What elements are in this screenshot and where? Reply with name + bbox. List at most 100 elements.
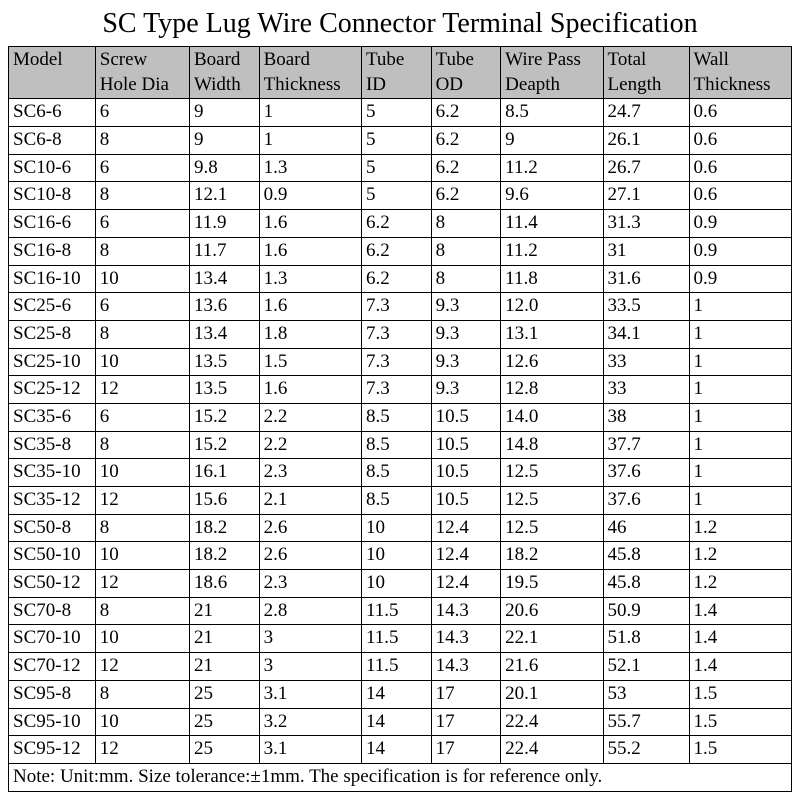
cell: 5 bbox=[361, 99, 431, 127]
cell: 33 bbox=[603, 376, 689, 404]
cell: 20.1 bbox=[501, 680, 603, 708]
col-wire-pass-depth: Wire Pass Deapth bbox=[501, 47, 603, 99]
cell: 9 bbox=[501, 127, 603, 155]
cell: 14.3 bbox=[431, 653, 501, 681]
cell: 6.2 bbox=[361, 237, 431, 265]
table-row: SC35-121215.62.18.510.512.537.61 bbox=[9, 487, 792, 515]
cell: 0.9 bbox=[259, 182, 361, 210]
cell: 10.5 bbox=[431, 459, 501, 487]
col-wall-thickness: Wall Thickness bbox=[689, 47, 791, 99]
cell: 1.4 bbox=[689, 625, 791, 653]
table-row: SC25-6613.61.67.39.312.033.51 bbox=[9, 293, 792, 321]
cell: 17 bbox=[431, 680, 501, 708]
cell: 1 bbox=[689, 459, 791, 487]
table-row: SC50-101018.22.61012.418.245.81.2 bbox=[9, 542, 792, 570]
cell: 50.9 bbox=[603, 597, 689, 625]
cell: 17 bbox=[431, 736, 501, 764]
cell: 8.5 bbox=[361, 403, 431, 431]
cell: 12.4 bbox=[431, 570, 501, 598]
table-row: SC16-101013.41.36.2811.831.60.9 bbox=[9, 265, 792, 293]
cell: 6 bbox=[95, 154, 189, 182]
cell: 2.2 bbox=[259, 403, 361, 431]
cell: 12 bbox=[95, 570, 189, 598]
cell: 6 bbox=[95, 293, 189, 321]
cell: 2.6 bbox=[259, 514, 361, 542]
cell: 0.6 bbox=[689, 99, 791, 127]
cell: 37.6 bbox=[603, 459, 689, 487]
cell: 24.7 bbox=[603, 99, 689, 127]
cell: 8 bbox=[95, 597, 189, 625]
cell: 6 bbox=[95, 210, 189, 238]
cell: SC16-10 bbox=[9, 265, 96, 293]
cell: 55.2 bbox=[603, 736, 689, 764]
cell: 10 bbox=[95, 625, 189, 653]
cell: 12.6 bbox=[501, 348, 603, 376]
table-row: SC10-669.81.356.211.226.70.6 bbox=[9, 154, 792, 182]
cell: 8 bbox=[95, 127, 189, 155]
cell: 1 bbox=[259, 127, 361, 155]
cell: SC10-8 bbox=[9, 182, 96, 210]
cell: 26.7 bbox=[603, 154, 689, 182]
table-row: SC25-121213.51.67.39.312.8331 bbox=[9, 376, 792, 404]
cell: 8 bbox=[431, 210, 501, 238]
cell: 1.6 bbox=[259, 210, 361, 238]
cell: 53 bbox=[603, 680, 689, 708]
cell: 18.2 bbox=[189, 514, 259, 542]
cell: SC95-12 bbox=[9, 736, 96, 764]
cell: 6.2 bbox=[431, 154, 501, 182]
cell: 2.3 bbox=[259, 570, 361, 598]
cell: 17 bbox=[431, 708, 501, 736]
cell: 14 bbox=[361, 708, 431, 736]
cell: 12.0 bbox=[501, 293, 603, 321]
cell: 0.9 bbox=[689, 210, 791, 238]
cell: 12.4 bbox=[431, 542, 501, 570]
cell: 1.6 bbox=[259, 293, 361, 321]
cell: 14.0 bbox=[501, 403, 603, 431]
cell: 21 bbox=[189, 653, 259, 681]
cell: 8 bbox=[95, 680, 189, 708]
cell: 10 bbox=[361, 542, 431, 570]
cell: 10.5 bbox=[431, 403, 501, 431]
cell: 25 bbox=[189, 708, 259, 736]
cell: 2.2 bbox=[259, 431, 361, 459]
cell: 7.3 bbox=[361, 376, 431, 404]
cell: 11.5 bbox=[361, 597, 431, 625]
cell: 11.2 bbox=[501, 237, 603, 265]
cell: 1.4 bbox=[689, 653, 791, 681]
cell: 18.6 bbox=[189, 570, 259, 598]
cell: 12 bbox=[95, 487, 189, 515]
cell: SC6-6 bbox=[9, 99, 96, 127]
col-tube-id: Tube ID bbox=[361, 47, 431, 99]
cell: 11.5 bbox=[361, 653, 431, 681]
cell: 10 bbox=[95, 708, 189, 736]
cell: 12.8 bbox=[501, 376, 603, 404]
cell: 9.8 bbox=[189, 154, 259, 182]
cell: 21 bbox=[189, 625, 259, 653]
table-row: SC95-1212253.1141722.455.21.5 bbox=[9, 736, 792, 764]
cell: 1.5 bbox=[689, 680, 791, 708]
note-row: Note: Unit:mm. Size tolerance:±1mm. The … bbox=[9, 763, 792, 791]
cell: 15.6 bbox=[189, 487, 259, 515]
cell: 7.3 bbox=[361, 348, 431, 376]
cell: 11.7 bbox=[189, 237, 259, 265]
cell: 0.9 bbox=[689, 265, 791, 293]
cell: 11.5 bbox=[361, 625, 431, 653]
cell: SC70-10 bbox=[9, 625, 96, 653]
cell: 8 bbox=[95, 431, 189, 459]
cell: 18.2 bbox=[189, 542, 259, 570]
cell: 18.2 bbox=[501, 542, 603, 570]
table-row: SC95-88253.1141720.1531.5 bbox=[9, 680, 792, 708]
cell: 6.2 bbox=[361, 210, 431, 238]
cell: 31.6 bbox=[603, 265, 689, 293]
cell: SC95-10 bbox=[9, 708, 96, 736]
table-row: SC16-6611.91.66.2811.431.30.9 bbox=[9, 210, 792, 238]
table-row: SC50-8818.22.61012.412.5461.2 bbox=[9, 514, 792, 542]
table-row: SC6-889156.2926.10.6 bbox=[9, 127, 792, 155]
cell: 21 bbox=[189, 597, 259, 625]
col-tube-od: Tube OD bbox=[431, 47, 501, 99]
cell: 20.6 bbox=[501, 597, 603, 625]
table-body: SC6-669156.28.524.70.6SC6-889156.2926.10… bbox=[9, 99, 792, 764]
cell: SC35-12 bbox=[9, 487, 96, 515]
cell: 1.2 bbox=[689, 514, 791, 542]
cell: 31 bbox=[603, 237, 689, 265]
